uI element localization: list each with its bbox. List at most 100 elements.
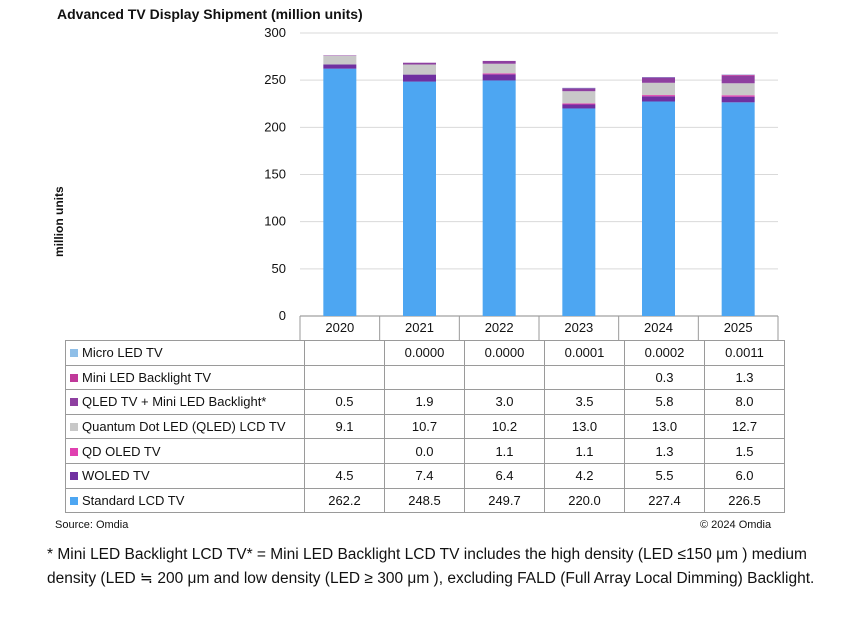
legend-swatch bbox=[70, 472, 78, 481]
table-cell: 5.5 bbox=[624, 462, 705, 489]
table-cell: 262.2 bbox=[304, 487, 385, 514]
table-cell: 6.0 bbox=[704, 462, 785, 489]
table-cell: 227.4 bbox=[624, 487, 705, 514]
y-tick-label: 300 bbox=[264, 25, 286, 40]
table-cell: 0.0011 bbox=[704, 340, 785, 366]
table-cell bbox=[304, 340, 385, 366]
x-tick-label: 2025 bbox=[724, 320, 753, 335]
table-row: QD OLED TV 0.0 1.1 1.1 1.3 1.5 bbox=[65, 438, 785, 464]
y-tick-label: 150 bbox=[264, 167, 286, 182]
bar-segment bbox=[721, 74, 755, 76]
y-tick-label: 100 bbox=[264, 214, 286, 229]
legend-entry: Micro LED TV bbox=[65, 340, 305, 366]
table-row: WOLED TV 4.5 7.4 6.4 4.2 5.5 6.0 bbox=[65, 462, 785, 489]
bar-segment bbox=[721, 102, 755, 317]
legend-swatch bbox=[70, 496, 78, 505]
legend-label: QLED TV + Mini LED Backlight* bbox=[82, 394, 267, 410]
table-row: Quantum Dot LED (QLED) LCD TV 9.1 10.7 10.2… bbox=[65, 413, 785, 440]
bar-segment bbox=[403, 64, 436, 75]
legend-swatch bbox=[70, 398, 78, 407]
bar-segment bbox=[562, 103, 596, 105]
table-row: Standard LCD TV 262.2 248.5 249.7 220.0 227.4… bbox=[65, 487, 785, 514]
bar-segment bbox=[642, 95, 675, 97]
table-cell bbox=[304, 438, 385, 464]
table-cell: 220.0 bbox=[544, 487, 625, 514]
table-cell: 0.0 bbox=[384, 438, 465, 464]
bar-segment bbox=[721, 83, 755, 96]
table-cell: 1.1 bbox=[464, 438, 545, 464]
bar-segment bbox=[403, 74, 436, 82]
table-cell: 1.1 bbox=[544, 438, 625, 464]
stacked-bar-chart: 0 50 100 150 200 250 300 2020 2021 2022 2023 2024 20… bbox=[264, 25, 779, 340]
bar-segment bbox=[642, 82, 675, 96]
legend-entry: WOLED TV bbox=[65, 462, 305, 489]
legend-label: Micro LED TV bbox=[82, 345, 163, 361]
source-note: Source: Omdia bbox=[55, 519, 129, 531]
legend-label: Quantum Dot LED (QLED) LCD TV bbox=[82, 419, 286, 435]
data-table: Micro LED TV 0.0000 0.0000 0.0001 0.0002 0.00… bbox=[65, 340, 785, 514]
bar-segment bbox=[323, 55, 357, 65]
bar-segment bbox=[323, 64, 357, 69]
bar-segment bbox=[562, 104, 596, 109]
bar-segment bbox=[482, 63, 516, 74]
table-row: Micro LED TV 0.0000 0.0000 0.0001 0.0002 0.00… bbox=[65, 340, 785, 366]
copyright-note: © 2024 Omdia bbox=[700, 519, 772, 531]
table-cell: 8.0 bbox=[704, 389, 785, 415]
table-cell: 0.0002 bbox=[624, 340, 705, 366]
legend-entry: QD OLED TV bbox=[65, 438, 305, 464]
table-cell: 3.0 bbox=[464, 389, 545, 415]
bar-segment bbox=[482, 60, 516, 64]
bar-segment bbox=[642, 96, 675, 102]
table-cell: 4.2 bbox=[544, 462, 625, 489]
chart-title: Advanced TV Display Shipment (million un… bbox=[57, 6, 363, 22]
bar-segment bbox=[403, 81, 436, 316]
table-cell: 0.3 bbox=[624, 364, 705, 391]
bar-segment bbox=[642, 101, 675, 317]
y-tick-label: 0 bbox=[279, 308, 286, 323]
x-tick-label: 2023 bbox=[564, 320, 593, 335]
y-tick-label: 50 bbox=[272, 261, 286, 276]
table-cell: 1.5 bbox=[704, 438, 785, 464]
legend-swatch bbox=[70, 423, 78, 432]
table-cell: 12.7 bbox=[704, 413, 785, 440]
bar-segment bbox=[642, 77, 675, 83]
bar-segment bbox=[482, 73, 516, 75]
bar-segment bbox=[323, 68, 357, 317]
table-cell: 6.4 bbox=[464, 462, 545, 489]
y-tick-label: 200 bbox=[264, 119, 286, 134]
bar-segment bbox=[562, 91, 596, 104]
table-cell: 1.9 bbox=[384, 389, 465, 415]
x-tick-label: 2020 bbox=[325, 320, 354, 335]
table-cell bbox=[304, 364, 385, 391]
table-cell: 1.3 bbox=[624, 438, 705, 464]
bar-segment bbox=[482, 80, 516, 316]
legend-entry: Standard LCD TV bbox=[65, 487, 305, 514]
table-cell: 13.0 bbox=[624, 413, 705, 440]
bar-segment bbox=[721, 96, 755, 103]
table-cell: 249.7 bbox=[464, 487, 545, 514]
legend-swatch bbox=[70, 447, 78, 456]
table-cell: 0.0000 bbox=[384, 340, 465, 366]
table-cell bbox=[464, 364, 545, 391]
table-cell: 248.5 bbox=[384, 487, 465, 514]
table-cell: 7.4 bbox=[384, 462, 465, 489]
y-tick-label: 250 bbox=[264, 72, 286, 87]
legend-entry: Quantum Dot LED (QLED) LCD TV bbox=[65, 413, 305, 440]
table-cell: 10.7 bbox=[384, 413, 465, 440]
table-cell bbox=[384, 364, 465, 391]
legend-label: QD OLED TV bbox=[82, 443, 161, 459]
table-cell: 10.2 bbox=[464, 413, 545, 440]
legend-label: Mini LED Backlight TV bbox=[82, 369, 212, 385]
bar-segment bbox=[721, 95, 755, 97]
x-tick-label: 2021 bbox=[405, 320, 434, 335]
table-cell: 0.5 bbox=[304, 389, 385, 415]
table-row: QLED TV + Mini LED Backlight* 0.5 1.9 3.0 3.… bbox=[65, 389, 785, 415]
legend-swatch bbox=[70, 373, 78, 382]
x-tick-label: 2024 bbox=[644, 320, 673, 335]
bar-segment bbox=[482, 74, 516, 81]
table-cell: 1.3 bbox=[704, 364, 785, 391]
x-tick-label: 2022 bbox=[485, 320, 514, 335]
legend-label: WOLED TV bbox=[82, 468, 150, 484]
table-cell: 0.0001 bbox=[544, 340, 625, 366]
table-cell: 4.5 bbox=[304, 462, 385, 489]
